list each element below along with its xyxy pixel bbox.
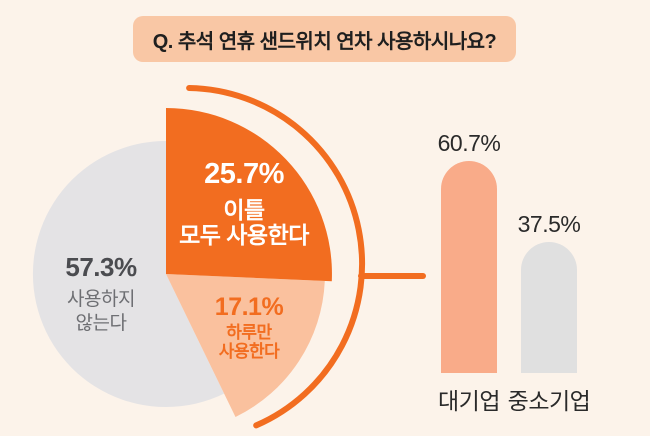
bar-category-sme: 중소기업 [507, 388, 591, 414]
question-banner: Q. 추석 연휴 샌드위치 연차 사용하시나요? [133, 16, 516, 62]
bar-value-large-company: 60.7% [437, 129, 501, 156]
bar-sme [521, 241, 577, 373]
bar-large-company [441, 160, 497, 373]
pie-slice-not-use [32, 140, 225, 407]
bar-category-large-company: 대기업 [438, 388, 500, 414]
pie-slice-both-days [166, 108, 332, 282]
bar-value-sme: 37.5% [517, 210, 581, 237]
question-text: Q. 추석 연휴 샌드위치 연차 사용하시나요? [152, 30, 497, 53]
pie-slice-one-day [166, 274, 325, 417]
decor-arc [186, 85, 366, 429]
